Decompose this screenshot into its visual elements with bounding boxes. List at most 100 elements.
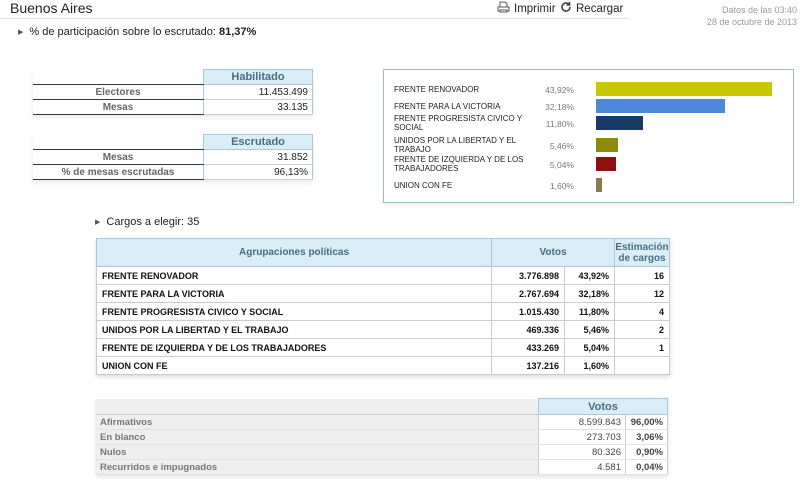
- row-value: 11.453.499: [203, 84, 313, 100]
- chart-category-label: UNIDOS POR LA LIBERTAD Y EL TRABAJO: [394, 136, 516, 154]
- party-name: UNIDOS POR LA LIBERTAD Y EL TRABAJO: [96, 320, 492, 339]
- summary-table: Votos Afirmativos 8.599.843 96,00% En bl…: [96, 398, 668, 475]
- page-title: Buenos Aires: [10, 0, 93, 16]
- table-row: Recurridos e impugnados 4.581 0,04%: [96, 459, 668, 475]
- chart-bar: [596, 99, 725, 113]
- table-row: % de mesas escrutadas 96,13%: [33, 164, 313, 180]
- chart-bar: [596, 157, 617, 171]
- summary-votes: 80.326: [538, 444, 626, 460]
- summary-pct: 0,04%: [625, 459, 668, 475]
- party-column-header: Agrupaciones políticas: [96, 238, 492, 267]
- triangle-right-icon: ▶: [95, 219, 101, 226]
- summary-label: En blanco: [96, 429, 539, 445]
- table-row: FRENTE RENOVADOR 3.776.898 43,92% 16: [96, 266, 670, 285]
- table-row: Afirmativos 8.599.843 96,00%: [96, 414, 668, 430]
- summary-votes: 8.599.843: [538, 414, 626, 430]
- habilitado-header: Habilitado: [203, 69, 313, 85]
- party-pct: 5,04%: [564, 338, 615, 357]
- print-label: Imprimir: [514, 2, 556, 15]
- update-timestamp: Datos de las 03:40 28 de octubre de 2013: [707, 4, 797, 28]
- chart-category-label: FRENTE DE IZQUIERDA Y DE LOS TRABAJADORE…: [394, 155, 524, 173]
- table-row: Mesas 33.135: [33, 99, 313, 115]
- party-pct: 11,80%: [564, 302, 615, 321]
- update-date: 28 de octubre de 2013: [706, 17, 797, 27]
- participation-value: 81,37%: [218, 26, 257, 38]
- party-pct: 32,18%: [564, 284, 615, 303]
- table-row: UNION CON FE 137.216 1,60%: [96, 356, 670, 375]
- party-pct: 1,60%: [564, 356, 615, 375]
- row-label: Mesas: [33, 99, 204, 115]
- party-seats: 1: [614, 338, 670, 357]
- chart-bar: [596, 116, 644, 130]
- party-seats: 2: [614, 320, 670, 339]
- table-row: FRENTE PROGRESISTA CIVICO Y SOCIAL 1.015…: [96, 302, 670, 321]
- table-row: FRENTE PARA LA VICTORIA 2.767.694 32,18%…: [96, 284, 670, 303]
- escrutado-table: Escrutado Mesas 31.852 % de mesas escrut…: [33, 134, 313, 180]
- table-row: FRENTE DE IZQUIERDA Y DE LOS TRABAJADORE…: [96, 338, 670, 357]
- party-seats: 12: [614, 284, 670, 303]
- summary-label: Recurridos e impugnados: [96, 459, 539, 475]
- chart-bar: [596, 178, 603, 192]
- chart-value-label: 43,92%: [545, 85, 574, 95]
- chart-bar: [596, 138, 618, 152]
- cargos-line: ▶ Cargos a elegir: 35: [95, 216, 199, 228]
- summary-pct: 3,06%: [625, 429, 668, 445]
- party-pct: 5,46%: [564, 320, 615, 339]
- cargos-label: Cargos a elegir: 35: [106, 216, 200, 228]
- refresh-icon: [560, 1, 572, 16]
- chart-value-label: 5,46%: [549, 141, 574, 151]
- party-name: UNION CON FE: [96, 356, 492, 375]
- table-row: Electores 11.453.499: [33, 84, 313, 100]
- table-row: En blanco 273.703 3,06%: [96, 429, 668, 445]
- party-votes: 433.269: [491, 338, 565, 357]
- votes-column-header: Votos: [491, 238, 615, 267]
- summary-votes: 273.703: [538, 429, 626, 445]
- reload-button[interactable]: Recargar: [560, 1, 623, 16]
- chart-category-label: FRENTE PROGRESISTA CIVICO Y SOCIAL: [394, 114, 523, 132]
- row-value: 33.135: [203, 99, 313, 115]
- chart-category-label: FRENTE RENOVADOR: [394, 85, 480, 94]
- chart-value-label: 1,60%: [549, 181, 574, 191]
- party-name: FRENTE RENOVADOR: [96, 266, 492, 285]
- summary-pct: 96,00%: [625, 414, 668, 430]
- summary-votes-header: Votos: [538, 398, 668, 415]
- party-seats: [614, 356, 670, 375]
- participation-label: % de participación sobre lo escrutado:: [29, 26, 216, 38]
- chart-value-label: 11,80%: [545, 119, 574, 129]
- reload-label: Recargar: [576, 2, 624, 15]
- table-row: Mesas 31.852: [33, 149, 313, 165]
- party-name: FRENTE PROGRESISTA CIVICO Y SOCIAL: [96, 302, 492, 321]
- print-button[interactable]: Imprimir: [497, 1, 556, 16]
- results-bar-chart: FRENTE RENOVADOR 43,92% FRENTE PARA LA VIC…: [383, 69, 794, 203]
- row-value: 31.852: [203, 149, 313, 165]
- table-row: UNIDOS POR LA LIBERTAD Y EL TRABAJO 469.…: [96, 320, 670, 339]
- chart-bar: [596, 82, 772, 96]
- party-votes: 469.336: [491, 320, 565, 339]
- party-votes: 137.216: [491, 356, 565, 375]
- party-votes: 3.776.898: [491, 266, 565, 285]
- chart-category-label: UNION CON FE: [394, 181, 453, 190]
- chart-value-label: 5,04%: [549, 160, 574, 170]
- printer-icon: [497, 1, 510, 16]
- habilitado-table: Habilitado Electores 11.453.499 Mesas 33…: [33, 69, 313, 115]
- escrutado-header: Escrutado: [203, 134, 313, 150]
- party-seats: 16: [614, 266, 670, 285]
- party-pct: 43,92%: [564, 266, 615, 285]
- results-table: Agrupaciones políticas Votos Estimación …: [96, 238, 670, 375]
- chart-category-label: FRENTE PARA LA VICTORIA: [394, 102, 501, 111]
- party-name: FRENTE PARA LA VICTORIA: [96, 284, 492, 303]
- party-name: FRENTE DE IZQUIERDA Y DE LOS TRABAJADORE…: [96, 338, 492, 357]
- row-label: Mesas: [33, 149, 204, 165]
- summary-label: Afirmativos: [96, 414, 539, 430]
- title-divider: [0, 18, 628, 19]
- update-time: Datos de las 03:40: [721, 5, 797, 15]
- row-value: 96,13%: [203, 164, 313, 180]
- party-votes: 1.015.430: [491, 302, 565, 321]
- summary-label: Nulos: [96, 444, 539, 460]
- summary-pct: 0,90%: [625, 444, 668, 460]
- party-seats: 4: [614, 302, 670, 321]
- seats-column-header: Estimación de cargos: [614, 238, 670, 267]
- participation-line: ▶% de participación sobre lo escrutado: …: [18, 26, 256, 38]
- summary-votes: 4.581: [538, 459, 626, 475]
- row-label: % de mesas escrutadas: [33, 164, 204, 180]
